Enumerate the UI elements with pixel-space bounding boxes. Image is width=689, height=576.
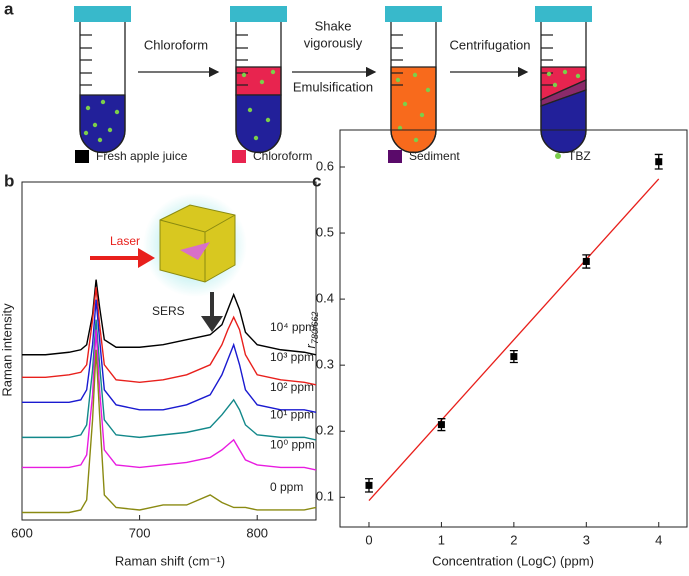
legend-swatch	[555, 153, 561, 159]
step-label: Emulsification	[293, 79, 373, 94]
legend-swatch	[75, 150, 89, 163]
data-point	[655, 158, 663, 166]
legend-label: Sediment	[409, 149, 460, 163]
series-label: 10⁰ ppm	[270, 438, 315, 452]
plot-frame	[21, 181, 317, 521]
panel-label: b	[4, 171, 14, 190]
step-label: Shake	[315, 18, 352, 33]
y-tick-label: 0.2	[316, 423, 334, 438]
x-tick-label: 800	[246, 525, 268, 540]
legend-label: Fresh apple juice	[96, 149, 188, 163]
data-point	[582, 257, 590, 265]
y-axis-label: Raman intensity	[0, 303, 14, 397]
tbz-dots	[83, 69, 581, 143]
legend-label: TBZ	[568, 149, 591, 163]
series-label: 10⁴ ppm	[270, 320, 315, 334]
fit-line	[368, 178, 660, 502]
cube-edge	[159, 214, 236, 282]
x-tick-label: 2	[510, 532, 517, 547]
x-tick-label: 700	[129, 525, 151, 540]
legend-swatch	[388, 150, 402, 163]
cube-core	[180, 242, 210, 260]
panel-label: c	[312, 171, 321, 190]
step-label: Centrifugation	[450, 37, 531, 52]
x-tick-label: 4	[655, 532, 662, 547]
tubes	[74, 6, 592, 154]
spectrum	[22, 299, 317, 414]
tube	[535, 6, 592, 154]
data-point	[365, 481, 373, 489]
series-label: 10¹ ppm	[270, 408, 314, 422]
y-label-sub: 780/662	[310, 312, 320, 345]
tube	[74, 6, 131, 154]
series-label: 10² ppm	[270, 380, 314, 394]
y-label-main: r	[303, 343, 318, 348]
spectrum	[22, 329, 317, 471]
x-axis-label: Concentration (LogC) (ppm)	[432, 553, 594, 568]
spectrum	[22, 349, 317, 514]
annotation: SERS	[152, 304, 185, 318]
series-label: 0 ppm	[270, 480, 303, 494]
y-tick-label: 0.6	[316, 158, 334, 173]
laser-arrow-head	[138, 248, 155, 268]
series-label: 10³ ppm	[270, 350, 314, 364]
data-point	[437, 421, 445, 429]
x-axis-label: Raman shift (cm⁻¹)	[115, 553, 225, 568]
y-tick-label: 0.5	[316, 224, 334, 239]
plot-frame	[339, 129, 688, 528]
tube	[230, 6, 287, 154]
panel-label: a	[4, 0, 14, 18]
y-axis-label: r780/662	[303, 312, 320, 349]
x-tick-label: 0	[365, 532, 372, 547]
sers-arrow-head	[201, 316, 223, 332]
spectrum	[22, 287, 317, 386]
y-tick-label: 0.1	[316, 489, 334, 504]
spectrum	[22, 279, 317, 356]
step-label: vigorously	[304, 35, 363, 50]
legend-label: Chloroform	[253, 149, 312, 163]
x-tick-label: 600	[11, 525, 33, 540]
spectrum	[22, 319, 317, 441]
x-tick-label: 1	[438, 532, 445, 547]
legend-swatch	[232, 150, 246, 163]
step-label: Chloroform	[144, 37, 208, 52]
cube	[159, 204, 236, 283]
y-tick-label: 0.3	[316, 357, 334, 372]
x-tick-label: 3	[583, 532, 590, 547]
data-point	[510, 353, 518, 361]
annotation: Laser	[110, 234, 140, 248]
y-tick-label: 0.4	[316, 291, 334, 306]
tube	[385, 6, 442, 154]
